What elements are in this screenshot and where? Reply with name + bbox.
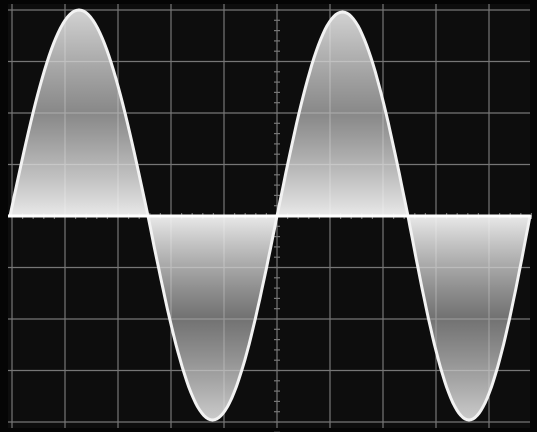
- oscilloscope-screen: [0, 0, 537, 432]
- page: (() => { const ns = 'http://www.w3.org/2…: [0, 0, 537, 432]
